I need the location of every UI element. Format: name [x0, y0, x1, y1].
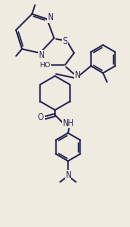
Text: NH: NH: [62, 118, 74, 128]
Text: N: N: [65, 170, 71, 180]
Text: N: N: [47, 13, 53, 22]
Text: S: S: [63, 37, 67, 45]
Text: O: O: [38, 113, 44, 121]
Text: N: N: [74, 72, 80, 81]
Text: N: N: [38, 50, 44, 59]
Text: HO: HO: [39, 62, 50, 68]
